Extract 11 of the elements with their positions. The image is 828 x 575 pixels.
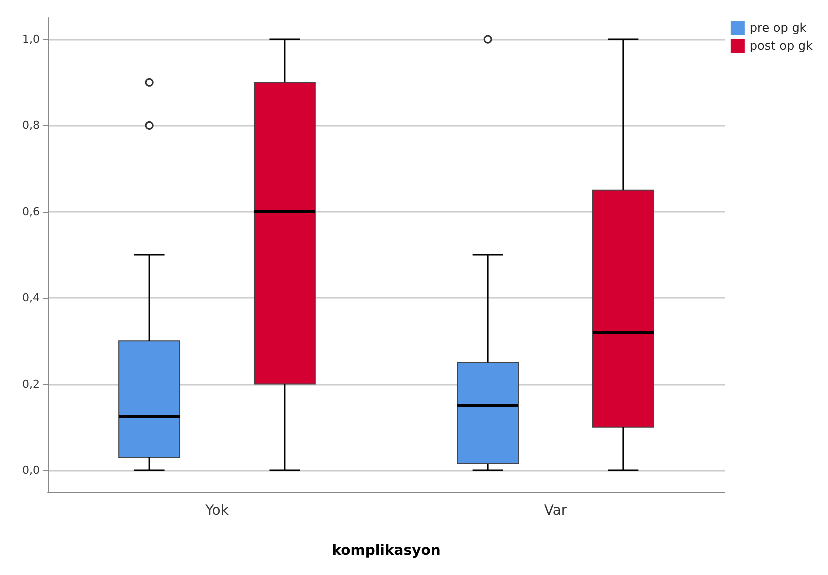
y-tick-label: 0,2 [22, 378, 40, 391]
x-tick-label: Yok [204, 503, 230, 519]
y-tick-label: 0,0 [22, 464, 40, 477]
y-tick-label: 0,4 [22, 292, 40, 305]
legend-label: post op gk [750, 39, 814, 53]
y-tick-label: 1,0 [22, 33, 40, 46]
legend-label: pre op gk [750, 21, 807, 35]
x-axis-title: komplikasyon [332, 543, 441, 559]
y-tick-label: 0,8 [22, 119, 40, 132]
x-tick-label: Var [544, 503, 568, 519]
y-tick-label: 0,6 [22, 205, 40, 218]
